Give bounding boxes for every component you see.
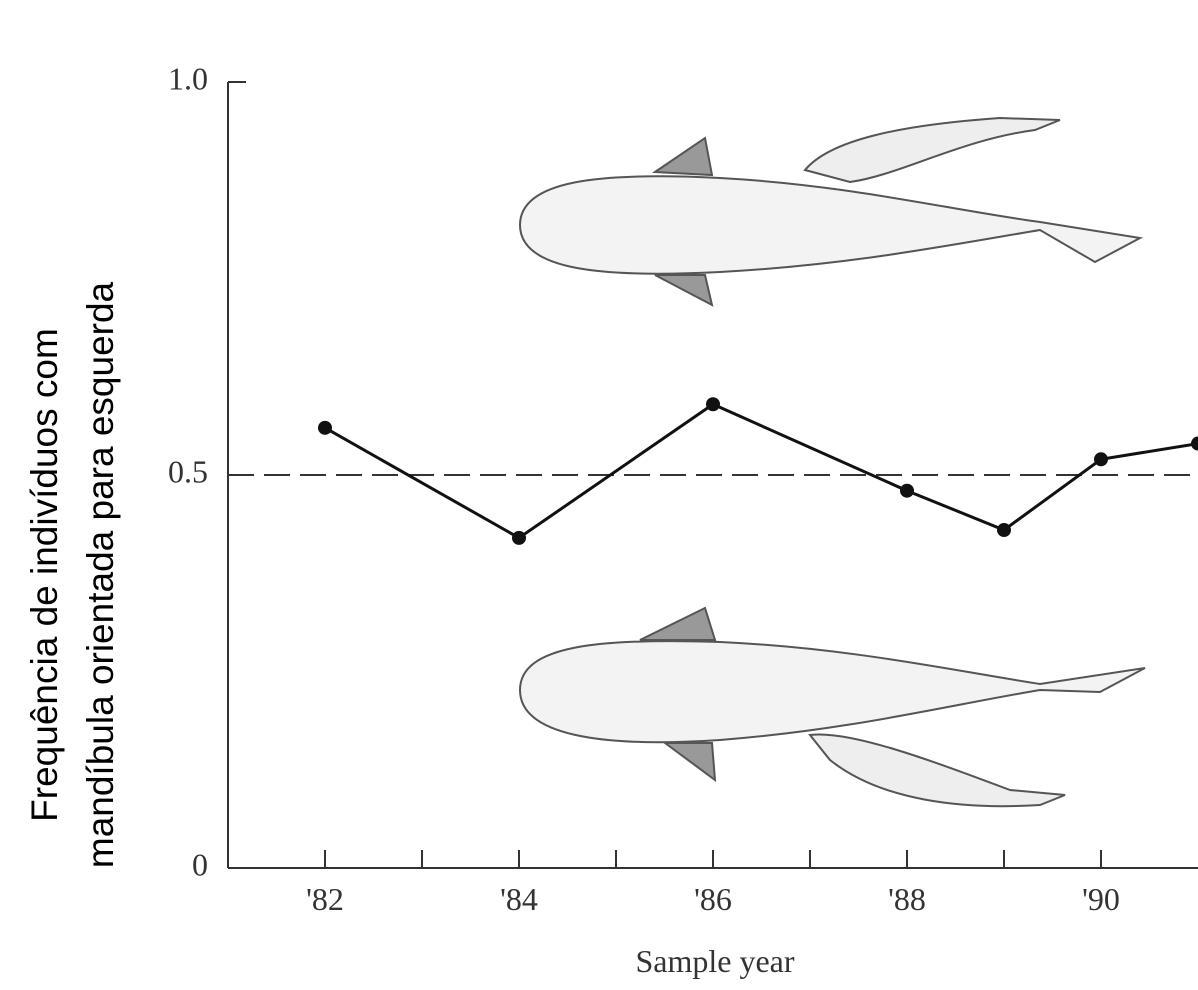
- x-tick-label: '86: [694, 881, 732, 917]
- data-point: [900, 484, 914, 498]
- data-point: [1191, 437, 1198, 451]
- x-tick-label: '82: [306, 881, 344, 917]
- fish-illustrations: [520, 118, 1145, 806]
- x-axis-label: Sample year: [635, 943, 794, 979]
- y-axis-label: mandíbula orientada para esquerda: [80, 281, 121, 868]
- data-point: [997, 523, 1011, 537]
- x-tick-label: '88: [888, 881, 926, 917]
- x-tick-label: '84: [500, 881, 538, 917]
- y-tick-label: 0: [192, 846, 208, 882]
- data-point: [318, 421, 332, 435]
- data-point: [512, 531, 526, 545]
- data-point: [706, 397, 720, 411]
- y-tick-label: 0.5: [168, 453, 208, 489]
- data-point: [1094, 452, 1108, 466]
- x-tick-label: '90: [1082, 881, 1120, 917]
- y-tick-label: 1.0: [168, 60, 208, 96]
- line-series: [325, 404, 1198, 538]
- y-axis-label: Frequência de indivíduos com: [24, 328, 65, 822]
- chart: Frequência de indivíduos com mandíbula o…: [0, 0, 1198, 990]
